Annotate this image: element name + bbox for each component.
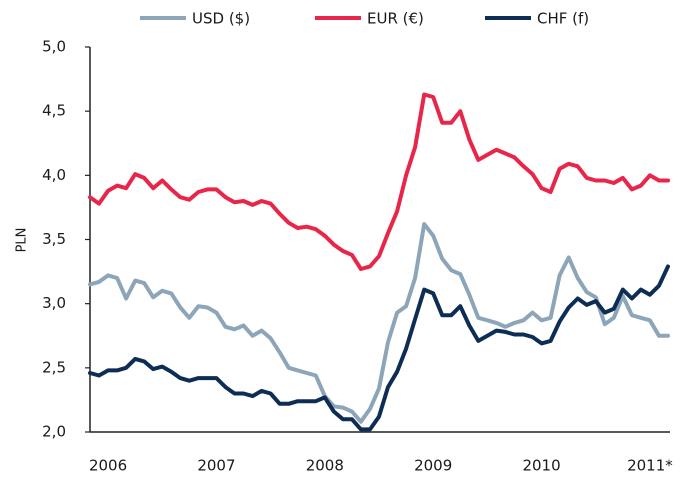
series-line bbox=[88, 264, 670, 432]
y-tick-label: 5,0 bbox=[42, 38, 66, 56]
y-tick-label: 3,5 bbox=[42, 230, 66, 248]
y-tick-label: 2,5 bbox=[42, 358, 66, 376]
x-tick-label: 2006 bbox=[89, 457, 127, 475]
y-tick-label: 4,0 bbox=[42, 166, 66, 184]
series-line bbox=[88, 92, 670, 271]
y-axis-label: PLN bbox=[15, 228, 30, 253]
x-tick-label: 2009 bbox=[414, 457, 452, 475]
x-tick-label: 2010 bbox=[522, 457, 560, 475]
x-tick-label: 2011* bbox=[627, 457, 673, 475]
x-tick-label: 2007 bbox=[197, 457, 235, 475]
legend-label: EUR (€) bbox=[367, 10, 424, 28]
y-tick-label: 2,0 bbox=[42, 423, 66, 441]
y-tick-label: 3,0 bbox=[42, 294, 66, 312]
series-line bbox=[88, 222, 670, 424]
y-tick-label: 4,5 bbox=[42, 102, 66, 120]
x-tick-label: 2008 bbox=[306, 457, 344, 475]
legend-label: USD ($) bbox=[192, 10, 250, 28]
legend-label: CHF (f) bbox=[537, 10, 589, 28]
